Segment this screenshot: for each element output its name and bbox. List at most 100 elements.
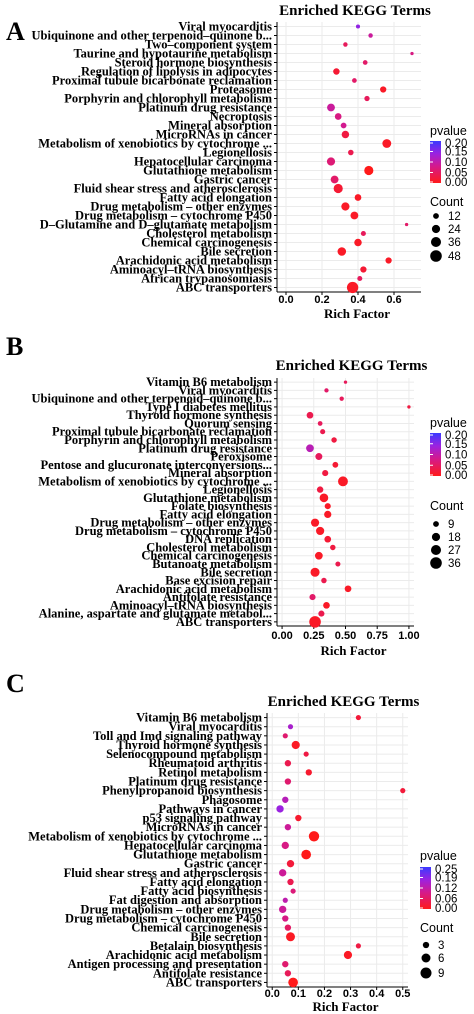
count-legend-dot [433, 213, 439, 219]
data-point [306, 411, 314, 419]
y-tick-label: Legionellosis [203, 146, 272, 160]
data-point [314, 551, 323, 560]
y-tick-label: Fatty acid elongation [150, 875, 263, 889]
y-tick-label: Hepatocellular carcinoma [134, 155, 273, 169]
x-tick-label: 0.0 [278, 294, 293, 306]
data-point [282, 897, 288, 903]
data-point [334, 113, 342, 120]
data-point [318, 610, 325, 617]
y-tick-label: Selenocompound metabolism [106, 747, 263, 761]
y-tick-label: Metabolism of xenobiotics by cytochrome … [38, 137, 272, 151]
y-tick-label: Retinol metabolism [158, 765, 262, 779]
x-tick-label: 0.2 [314, 294, 329, 306]
pvalue-legend-title: pvalue [430, 124, 467, 138]
y-tick-label: Toll and Imd signaling pathway [93, 729, 263, 743]
y-tick-label: Two–component system [145, 38, 273, 52]
data-point [385, 257, 392, 264]
panel-letter: B [6, 332, 23, 361]
data-point [315, 453, 323, 461]
data-point [404, 222, 409, 227]
y-tick-label: Phenylpropanoid biosynthesis [102, 784, 262, 798]
pvalue-legend-label: 0.05 [445, 168, 467, 180]
plot-area [267, 713, 408, 987]
y-tick-label: Viral myocarditis [178, 383, 272, 397]
count-legend-title: Count [430, 499, 464, 513]
data-point [355, 24, 361, 29]
y-tick-label: MicroRNAs in cancer [156, 128, 273, 142]
x-tick-label: 0.6 [386, 294, 401, 306]
data-point [290, 888, 296, 894]
y-tick-label: Arachidonic acid metabolism [116, 254, 273, 268]
y-tick-label: Proteasome [210, 83, 273, 97]
data-point [305, 769, 312, 776]
count-legend-dot [430, 544, 442, 556]
data-point [316, 486, 324, 493]
y-tick-label: Fluid shear stress and atherosclerosis [74, 182, 273, 196]
y-tick-label: Rheumatoid arthritis [148, 756, 262, 770]
data-point [327, 103, 335, 112]
y-tick-label: Proximal tubule bicarbonate reclamation [52, 74, 272, 88]
y-tick-label: Vitamin B6 metabolism [136, 711, 263, 725]
data-point [324, 388, 329, 393]
data-point [306, 444, 314, 453]
y-tick-label: Arachidonic acid metabolism [116, 582, 273, 596]
pvalue-legend-label: 0.00 [445, 470, 467, 482]
y-tick-label: African trypanosomiasis [141, 272, 272, 286]
y-tick-label: Metabolism of xenobiotics by cytochrome … [28, 829, 262, 843]
chart-title: Enriched KEGG Terms [268, 694, 420, 710]
count-legend-dot [421, 953, 431, 963]
data-point [324, 510, 332, 519]
x-tick-label: 0.3 [343, 988, 358, 1000]
y-tick-label: D–Glutamine and D–glutamate metabolism [40, 218, 273, 232]
y-tick-label: Platinum drug resistance [138, 441, 272, 455]
y-tick-label: Antifolate resistance [163, 590, 273, 604]
y-tick-label: Aminoacyl–tRNA biosynthesis [110, 598, 272, 612]
data-point [282, 915, 289, 922]
y-tick-label: Vitamin B6 metabolism [146, 375, 273, 389]
data-point [284, 778, 292, 785]
count-legend-label: 36 [448, 237, 461, 249]
data-point [350, 211, 359, 220]
x-tick-label: 0.00 [271, 630, 292, 642]
chart-title: Enriched KEGG Terms [279, 3, 431, 19]
y-tick-label: Mineral absorption [168, 119, 272, 133]
y-tick-label: Platinum drug resistance [128, 775, 262, 789]
y-tick-label: Cholesterol metabolism [146, 227, 272, 241]
pvalue-legend-label: 0.05 [445, 460, 467, 472]
y-tick-label: Hepatocellular carcinoma [124, 838, 263, 852]
y-tick-label: Legionellosis [203, 483, 272, 497]
pvalue-legend-label: 0.10 [445, 157, 467, 169]
pvalue-legend-label: 0.20 [445, 138, 467, 150]
count-legend-label: 6 [438, 953, 444, 965]
y-tick-label: Gastric cancer [194, 173, 273, 187]
y-tick-label: Gastric cancer [184, 857, 263, 871]
chart-panel-b: B Enriched KEGG Terms 0.00 0.25 0.50 0.75 1.00… [6, 332, 467, 658]
data-point [333, 183, 343, 194]
data-point [322, 470, 329, 477]
data-point [326, 157, 336, 166]
data-point [284, 970, 292, 977]
x-tick-label: 0.4 [369, 988, 385, 1000]
data-point [360, 266, 367, 273]
count-legend-dot [430, 557, 442, 569]
y-tick-label: Regulation of lipolysis in adipocytes [81, 65, 272, 79]
y-tick-label: Antigen processing and presentation [68, 957, 262, 971]
data-point [282, 733, 288, 739]
y-tick-label: Ubiquinone and other terpenoid–quinone b… [32, 29, 272, 43]
pvalue-legend-label: 0.06 [435, 894, 457, 906]
count-legend-dot [422, 941, 430, 949]
y-tick-label: Taurine and hypotaurine metabolism [73, 47, 272, 61]
pvalue-legend-label: 0.20 [445, 430, 467, 442]
data-point [309, 616, 321, 628]
y-tick-label: Folate biosynthesis [171, 499, 272, 513]
y-tick-label: ABC transporters [176, 281, 272, 295]
data-point [279, 869, 287, 877]
data-point [333, 68, 340, 75]
data-point [286, 860, 295, 868]
count-legend: Count 36 9 [420, 921, 454, 980]
data-point [344, 585, 352, 593]
data-point [319, 493, 329, 503]
y-tick-label: Steroid hormone biosynthesis [115, 56, 273, 70]
